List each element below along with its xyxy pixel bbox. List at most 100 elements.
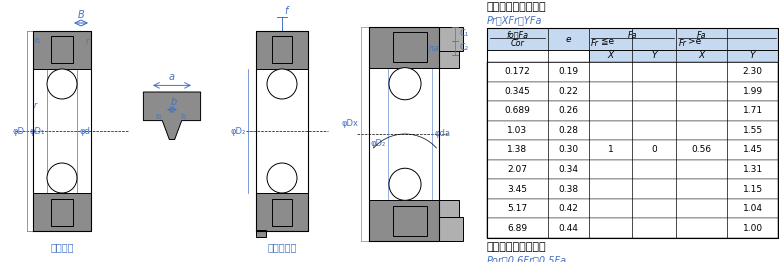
Text: Cor: Cor (510, 39, 524, 47)
Bar (439, 200, 459, 241)
Text: e: e (566, 35, 571, 43)
Bar (487, 219, 778, 238)
Text: Fa: Fa (697, 30, 707, 40)
Text: 1.03: 1.03 (507, 126, 527, 135)
Text: r₀: r₀ (180, 112, 186, 121)
Bar (588, 50, 778, 62)
Text: 1.45: 1.45 (742, 145, 763, 155)
Bar (487, 140, 778, 160)
Text: ≦e: ≦e (601, 37, 614, 46)
Bar (393, 32, 427, 62)
Text: 0: 0 (651, 145, 657, 155)
Text: 0.345: 0.345 (505, 87, 530, 96)
Text: 1.38: 1.38 (507, 145, 527, 155)
Bar (487, 101, 778, 121)
Bar (487, 179, 778, 199)
Text: 0.56: 0.56 (692, 145, 712, 155)
Text: Y: Y (750, 52, 756, 61)
Bar (487, 28, 778, 238)
Text: r: r (86, 37, 89, 46)
Circle shape (267, 163, 297, 193)
Text: 0.172: 0.172 (505, 67, 530, 76)
Bar (393, 206, 427, 236)
Text: 1.55: 1.55 (742, 126, 763, 135)
Text: 0.22: 0.22 (559, 87, 578, 96)
Text: >e: >e (689, 37, 702, 46)
Text: 1.04: 1.04 (742, 204, 763, 213)
Bar (369, 200, 439, 241)
Text: r₀: r₀ (156, 112, 162, 121)
Bar (439, 27, 459, 68)
Bar (272, 199, 292, 226)
Text: r₁: r₁ (34, 36, 41, 45)
Bar (487, 28, 778, 50)
Bar (256, 230, 266, 235)
Bar (439, 27, 464, 51)
Text: Fr: Fr (590, 39, 598, 47)
Text: 動等価ラジアル荷重: 動等価ラジアル荷重 (487, 2, 547, 12)
Text: Fa: Fa (628, 30, 637, 40)
Bar (51, 199, 73, 226)
Bar (33, 193, 91, 231)
Text: 5.17: 5.17 (507, 204, 527, 213)
Text: 0.689: 0.689 (505, 106, 530, 115)
Text: 1.15: 1.15 (742, 185, 763, 194)
Bar (33, 31, 91, 69)
Text: 0.28: 0.28 (559, 126, 578, 135)
Text: 1.00: 1.00 (742, 224, 763, 233)
Text: b: b (171, 97, 177, 107)
Text: φD₂: φD₂ (371, 139, 386, 149)
Text: φD₁: φD₁ (30, 127, 45, 135)
Text: X: X (699, 52, 705, 61)
Text: φd: φd (79, 127, 90, 135)
Text: φD₂: φD₂ (231, 127, 246, 135)
Circle shape (389, 168, 421, 200)
Bar (487, 62, 778, 81)
Circle shape (47, 69, 77, 99)
Bar (487, 199, 778, 219)
Text: r_na: r_na (422, 43, 439, 52)
Text: 静等価ラジアル荷重: 静等価ラジアル荷重 (487, 242, 547, 252)
Bar (439, 217, 464, 241)
Text: X: X (608, 52, 614, 61)
Text: C₂: C₂ (460, 43, 469, 52)
Text: 止め輪付き: 止め輪付き (267, 242, 297, 252)
Text: 2.30: 2.30 (742, 67, 763, 76)
Text: 1: 1 (608, 145, 613, 155)
Text: a: a (169, 72, 175, 83)
Text: 0.44: 0.44 (559, 224, 578, 233)
Bar (487, 81, 778, 101)
Text: r: r (34, 101, 37, 111)
Text: Fr: Fr (679, 39, 686, 47)
Text: 0.42: 0.42 (559, 204, 578, 213)
Text: φD: φD (13, 127, 25, 135)
Text: Y: Y (652, 52, 657, 61)
Text: 1.99: 1.99 (742, 87, 763, 96)
Text: 2.07: 2.07 (507, 165, 527, 174)
Bar (369, 27, 439, 68)
Bar (272, 36, 292, 63)
Circle shape (389, 68, 421, 100)
Text: fo・Fa: fo・Fa (506, 30, 528, 40)
Text: 3.45: 3.45 (507, 185, 527, 194)
Bar (256, 231, 266, 237)
Bar (256, 193, 308, 231)
Polygon shape (143, 92, 201, 140)
Text: 0.19: 0.19 (558, 67, 578, 76)
Text: 0.30: 0.30 (558, 145, 578, 155)
Text: C₁: C₁ (460, 30, 469, 39)
Text: φda: φda (434, 129, 450, 139)
Text: Por＝0.6Fr＋0.5Fa: Por＝0.6Fr＋0.5Fa (487, 255, 567, 262)
Bar (51, 36, 73, 63)
Text: φDx: φDx (342, 119, 359, 128)
Bar (487, 160, 778, 179)
Text: 輪溝付き: 輪溝付き (51, 242, 74, 252)
Text: f: f (284, 6, 287, 16)
Circle shape (47, 163, 77, 193)
Text: 0.34: 0.34 (559, 165, 578, 174)
Text: 0.38: 0.38 (558, 185, 578, 194)
Text: 1.71: 1.71 (742, 106, 763, 115)
Text: 0.26: 0.26 (559, 106, 578, 115)
Bar (487, 121, 778, 140)
Text: Pr＝XFr＋YFa: Pr＝XFr＋YFa (487, 15, 542, 25)
